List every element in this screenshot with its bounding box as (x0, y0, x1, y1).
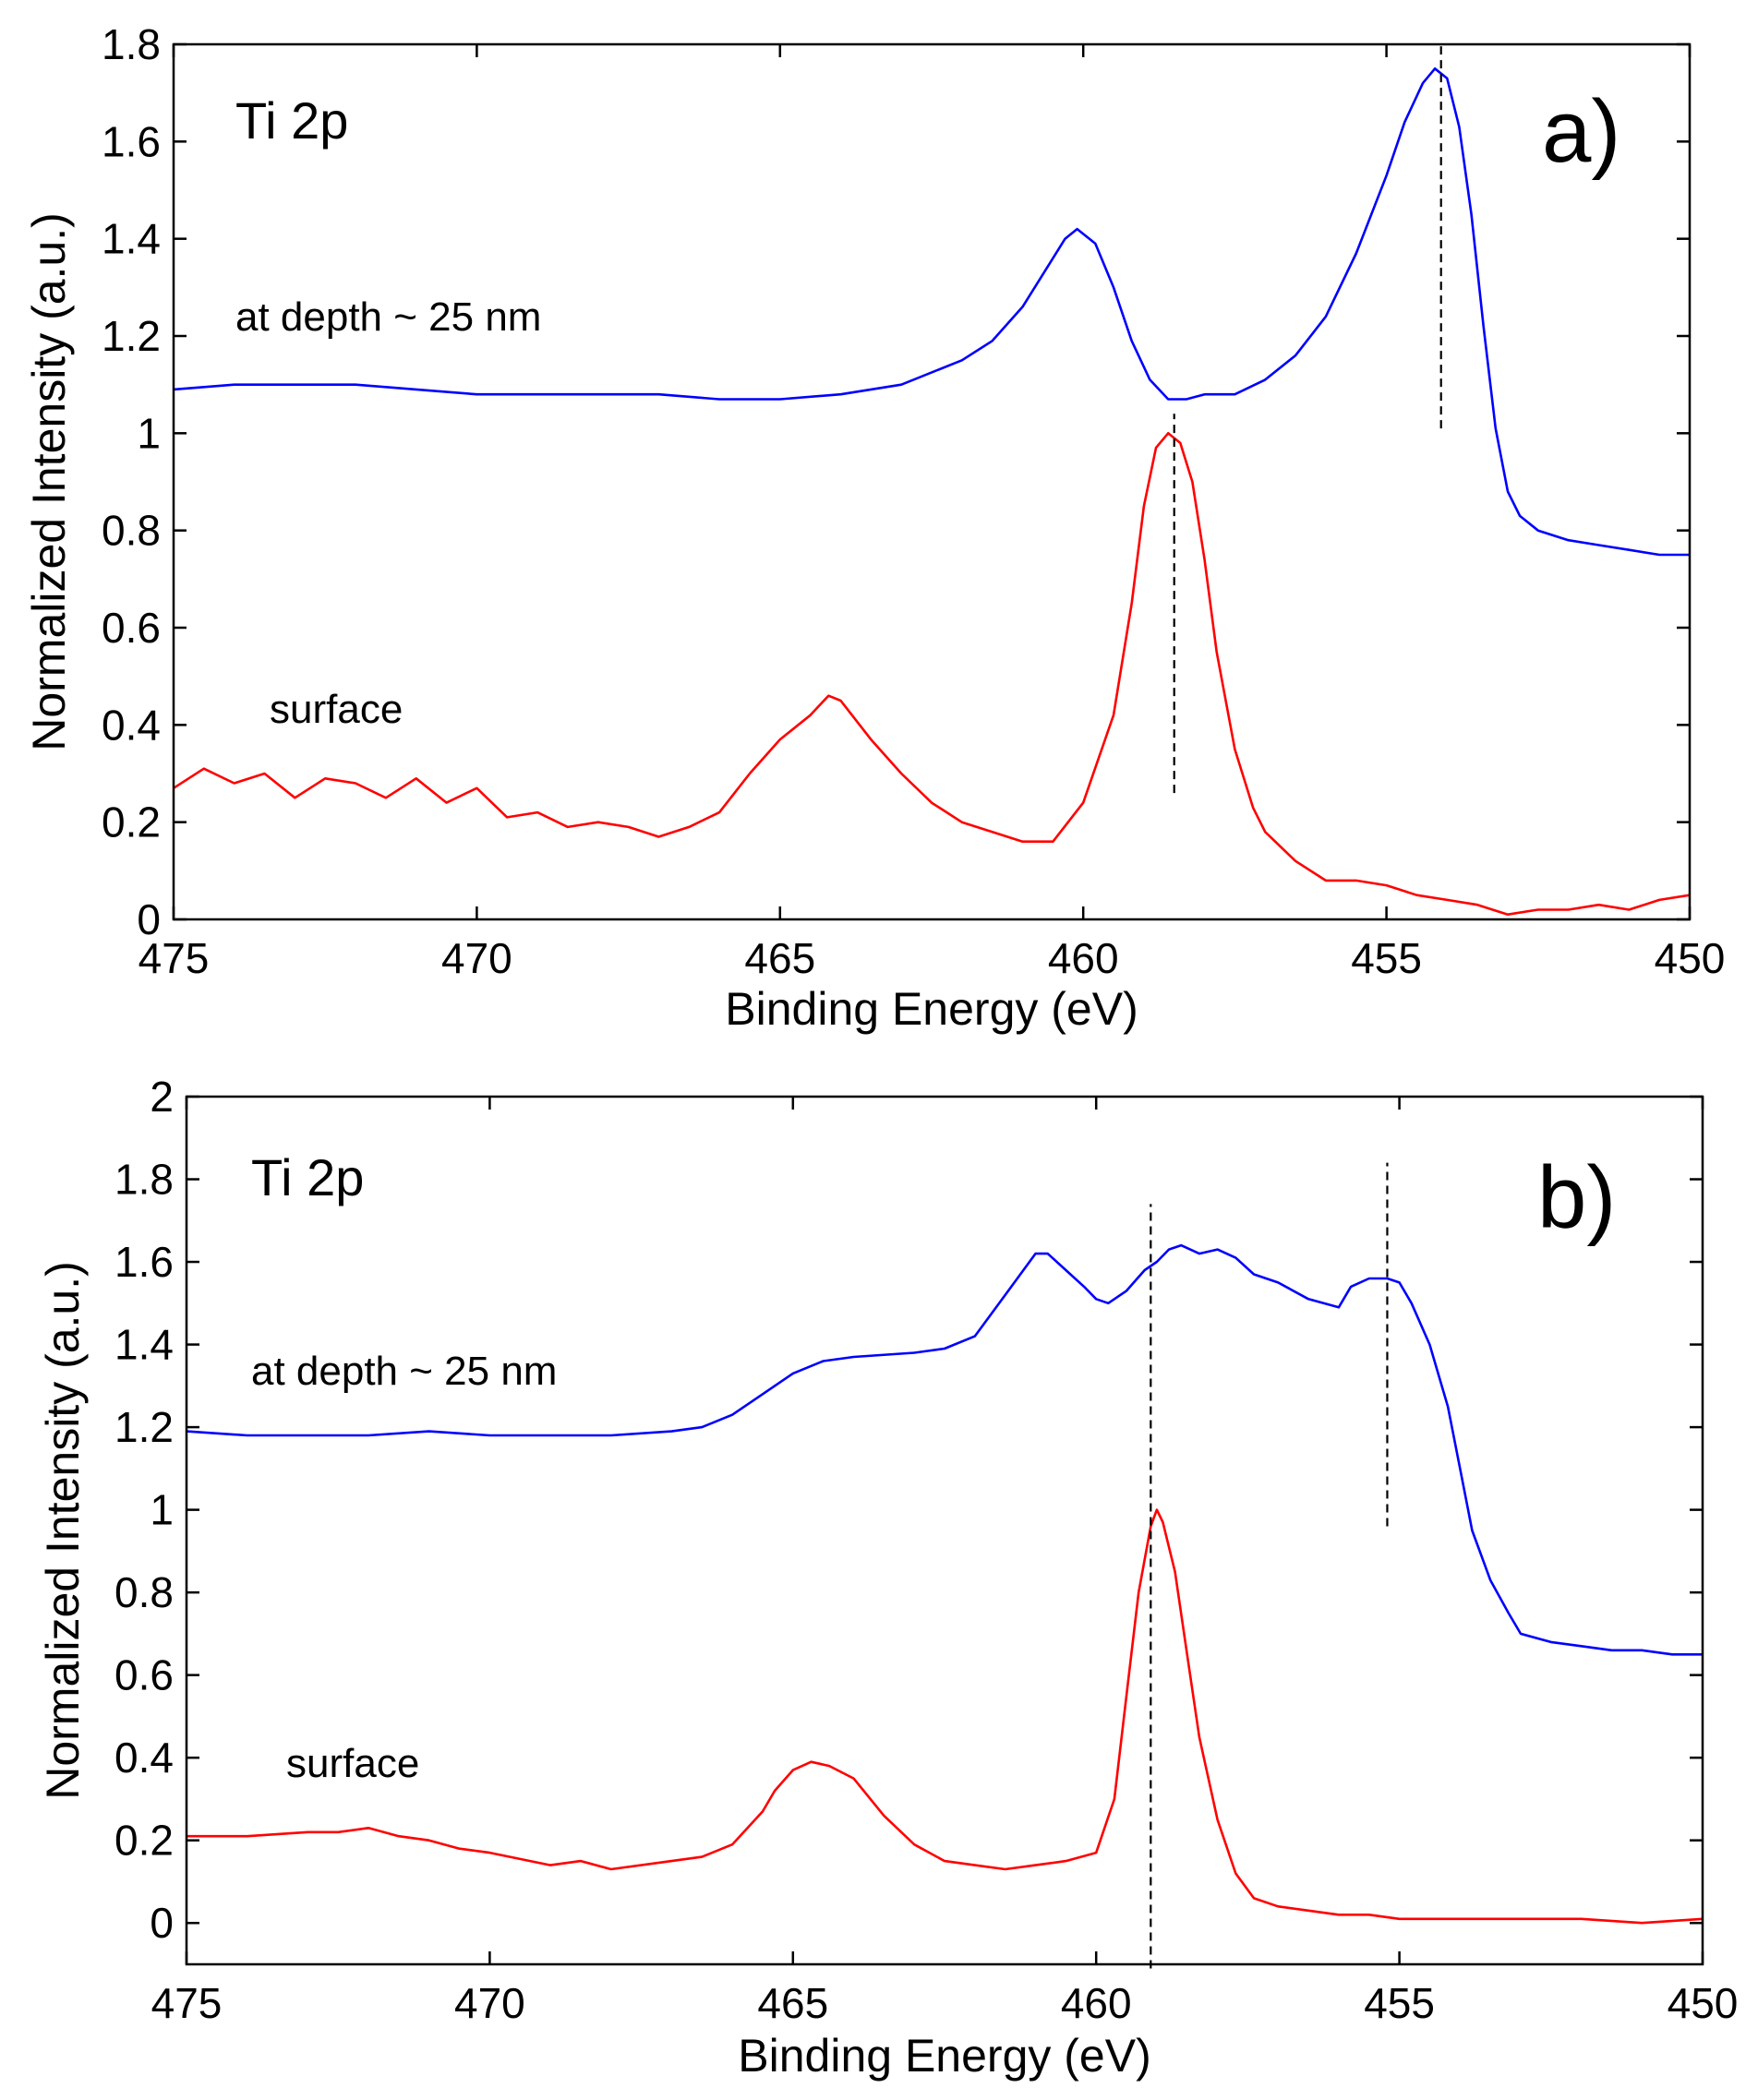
series-line-surface (187, 1508, 1704, 1925)
y-tick-label: 0.4 (102, 701, 161, 749)
x-tick-label: 460 (1061, 1979, 1132, 2027)
x-tick-label: 460 (1048, 934, 1119, 982)
panel-letter: b) (1537, 1148, 1616, 1247)
series-line-surface (173, 431, 1691, 917)
y-tick-label: 1.8 (114, 1156, 174, 1204)
x-tick-label: 450 (1655, 934, 1726, 982)
x-tick-label: 470 (441, 934, 512, 982)
panel-a: 475 470 465 460 455 450 0 0.2 0.4 0.6 0.8 1 1.2 1.4 1… (23, 20, 1725, 1035)
y-tick-label: 0.2 (114, 1817, 174, 1865)
x-tick-label: 475 (138, 934, 210, 982)
x-axis-label: Binding Energy (eV) (725, 983, 1138, 1035)
x-tick-label: 455 (1351, 934, 1422, 982)
y-tick-label: 1.2 (114, 1403, 174, 1451)
y-tick-label: 0.2 (102, 798, 161, 846)
panel-title: Ti 2p (235, 91, 348, 150)
y-tick-label: 1.6 (114, 1238, 174, 1286)
series-label-depth: at depth ~ 25 nm (251, 1349, 557, 1394)
x-axis-label: Binding Energy (eV) (738, 2030, 1150, 2082)
x-tick-label: 465 (744, 934, 815, 982)
x-tick-label: 475 (151, 1979, 223, 2027)
y-tick-label: 0.8 (102, 507, 161, 555)
series-line-depth (173, 67, 1690, 557)
panel-letter: a) (1542, 82, 1620, 181)
y-tick-label: 1.2 (102, 312, 161, 360)
y-tick-label: 1 (137, 409, 161, 457)
panel-title: Ti 2p (251, 1148, 364, 1206)
series-label-surface: surface (270, 687, 403, 732)
panel-b: 475 470 465 460 455 450 0 0.2 0.4 0.6 0.8 1 1.2 1.4 1… (37, 1073, 1738, 2082)
y-tick-label: 0.6 (102, 604, 161, 652)
y-tick-label: 0.6 (114, 1651, 174, 1699)
x-tick-label: 450 (1668, 1979, 1739, 2027)
plot-area-frame (185, 1095, 1704, 1966)
y-tick-label: 1.4 (114, 1321, 174, 1369)
y-tick-label: 1.6 (102, 117, 161, 165)
x-tick-label: 470 (454, 1979, 525, 2027)
plot-area-frame (172, 42, 1692, 921)
series-label-surface: surface (286, 1741, 419, 1786)
y-tick-label: 1.4 (102, 215, 161, 263)
series-label-depth: at depth ~ 25 nm (235, 294, 541, 340)
y-tick-label: 0 (150, 1899, 174, 1947)
y-tick-label: 1 (150, 1486, 174, 1534)
x-tick-label: 455 (1364, 1979, 1435, 2027)
series-line-depth (186, 1243, 1703, 1656)
y-tick-label: 0 (137, 895, 161, 943)
y-tick-label: 2 (150, 1073, 174, 1121)
y-axis-label: Normalized Intensity (a.u.) (37, 1261, 89, 1800)
x-tick-label: 465 (757, 1979, 828, 2027)
y-tick-label: 1.8 (102, 20, 161, 68)
y-tick-label: 0.8 (114, 1568, 174, 1616)
y-axis-label: Normalized Intensity (a.u.) (23, 212, 75, 751)
y-tick-label: 0.4 (114, 1734, 174, 1782)
